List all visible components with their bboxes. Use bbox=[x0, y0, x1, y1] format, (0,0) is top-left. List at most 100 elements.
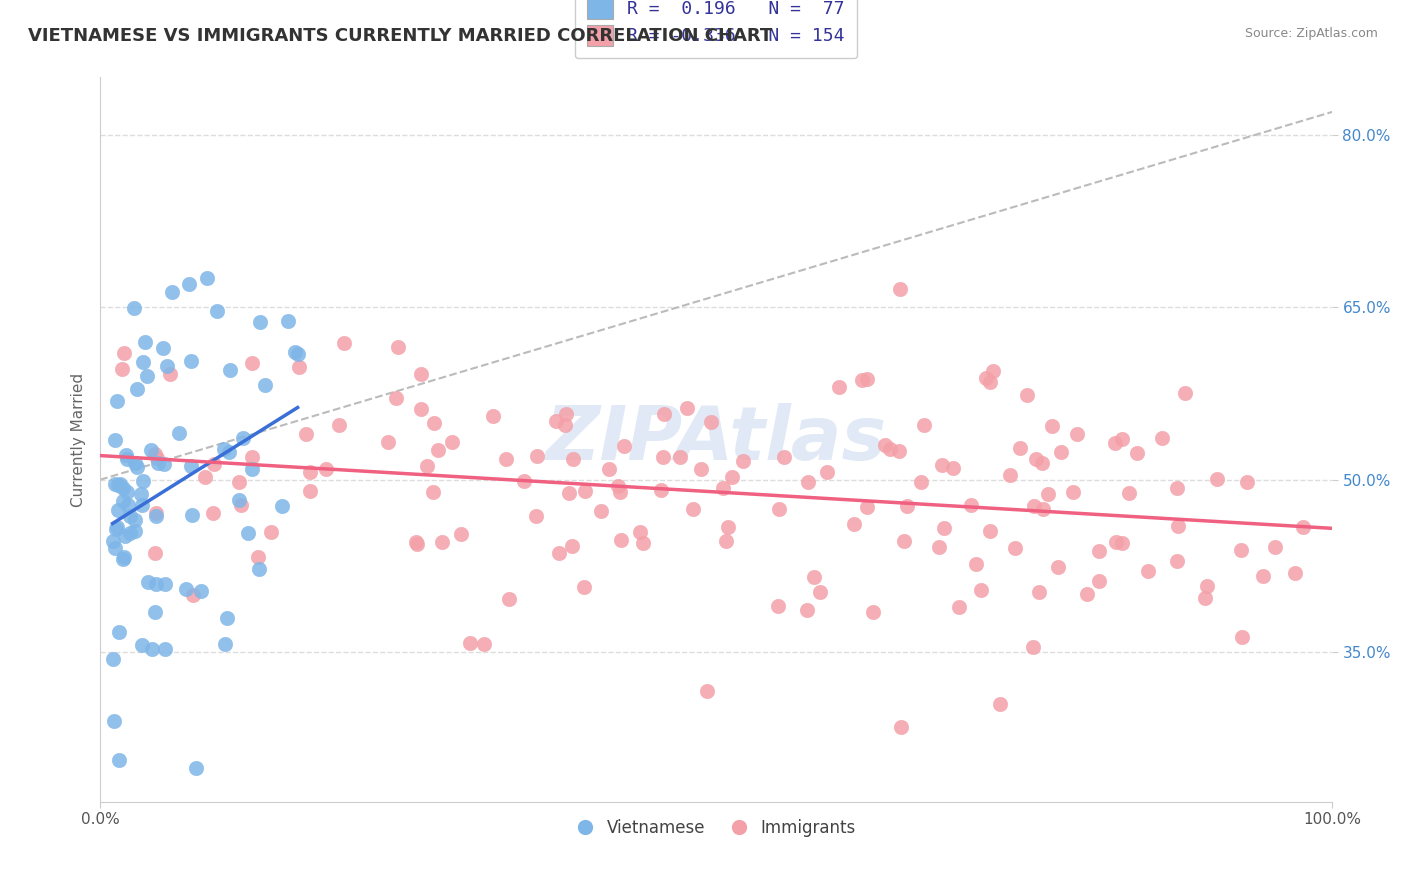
Point bbox=[240, 357, 263, 371]
Point bbox=[145, 506, 167, 520]
Point bbox=[1062, 484, 1084, 499]
Point bbox=[842, 516, 865, 531]
Point bbox=[1031, 456, 1053, 470]
Point bbox=[277, 314, 299, 328]
Point bbox=[1152, 431, 1174, 445]
Point bbox=[1015, 388, 1038, 402]
Point bbox=[1118, 486, 1140, 500]
Point bbox=[589, 503, 612, 517]
Point bbox=[124, 456, 146, 470]
Point bbox=[328, 417, 350, 432]
Point bbox=[609, 484, 631, 499]
Point bbox=[385, 392, 408, 406]
Point bbox=[107, 394, 129, 409]
Point bbox=[218, 445, 240, 459]
Point bbox=[1111, 432, 1133, 446]
Point bbox=[1136, 565, 1159, 579]
Point bbox=[768, 502, 790, 516]
Point bbox=[125, 382, 148, 396]
Point bbox=[1251, 568, 1274, 582]
Point bbox=[862, 605, 884, 619]
Point bbox=[405, 535, 427, 549]
Point bbox=[1174, 385, 1197, 400]
Point bbox=[633, 536, 655, 550]
Point bbox=[942, 460, 965, 475]
Point bbox=[1111, 536, 1133, 550]
Point bbox=[772, 450, 794, 464]
Point bbox=[155, 642, 177, 657]
Point bbox=[561, 539, 583, 553]
Point bbox=[143, 546, 166, 560]
Point bbox=[1194, 591, 1216, 605]
Point bbox=[111, 362, 134, 376]
Point bbox=[1050, 445, 1073, 459]
Point bbox=[136, 574, 159, 589]
Point bbox=[498, 592, 520, 607]
Point bbox=[104, 541, 127, 555]
Point bbox=[912, 418, 935, 433]
Point bbox=[249, 315, 271, 329]
Point bbox=[104, 433, 127, 447]
Point bbox=[240, 462, 263, 476]
Point bbox=[1292, 520, 1315, 534]
Point bbox=[574, 580, 596, 594]
Point bbox=[1046, 559, 1069, 574]
Point bbox=[236, 526, 259, 541]
Point bbox=[574, 484, 596, 499]
Point bbox=[112, 345, 135, 359]
Point bbox=[253, 378, 276, 392]
Point bbox=[152, 342, 174, 356]
Point bbox=[284, 344, 307, 359]
Point bbox=[1028, 584, 1050, 599]
Point bbox=[598, 462, 620, 476]
Point bbox=[299, 466, 322, 480]
Point bbox=[1104, 436, 1126, 450]
Point bbox=[153, 577, 176, 591]
Point bbox=[103, 714, 125, 729]
Point bbox=[108, 753, 131, 767]
Point bbox=[167, 426, 190, 441]
Point bbox=[513, 474, 536, 488]
Point bbox=[120, 509, 142, 524]
Point bbox=[105, 520, 128, 534]
Point bbox=[377, 434, 399, 449]
Point bbox=[207, 303, 229, 318]
Point bbox=[1036, 487, 1059, 501]
Point bbox=[114, 448, 136, 462]
Point bbox=[104, 477, 127, 491]
Point bbox=[970, 582, 993, 597]
Point bbox=[711, 481, 734, 495]
Point bbox=[125, 459, 148, 474]
Point bbox=[422, 485, 444, 500]
Point bbox=[294, 426, 316, 441]
Point bbox=[797, 475, 820, 489]
Point bbox=[112, 494, 135, 508]
Point bbox=[1024, 500, 1046, 514]
Point bbox=[101, 533, 124, 548]
Point bbox=[554, 418, 576, 433]
Point bbox=[333, 335, 356, 350]
Point bbox=[1230, 631, 1253, 645]
Point bbox=[1264, 541, 1286, 555]
Point bbox=[180, 353, 202, 368]
Point bbox=[932, 521, 955, 535]
Point bbox=[1025, 452, 1047, 467]
Point bbox=[555, 407, 578, 421]
Text: ZIPAtlas: ZIPAtlas bbox=[546, 403, 887, 476]
Point bbox=[669, 450, 692, 465]
Point bbox=[696, 683, 718, 698]
Point bbox=[132, 355, 155, 369]
Point bbox=[979, 375, 1001, 389]
Point bbox=[179, 277, 201, 291]
Point bbox=[202, 457, 225, 471]
Point bbox=[202, 506, 225, 520]
Point bbox=[948, 600, 970, 615]
Point bbox=[299, 483, 322, 498]
Point bbox=[1167, 519, 1189, 533]
Point bbox=[450, 526, 472, 541]
Point bbox=[118, 526, 141, 541]
Point bbox=[714, 534, 737, 549]
Point bbox=[143, 447, 166, 461]
Point bbox=[270, 499, 292, 513]
Point bbox=[409, 401, 432, 416]
